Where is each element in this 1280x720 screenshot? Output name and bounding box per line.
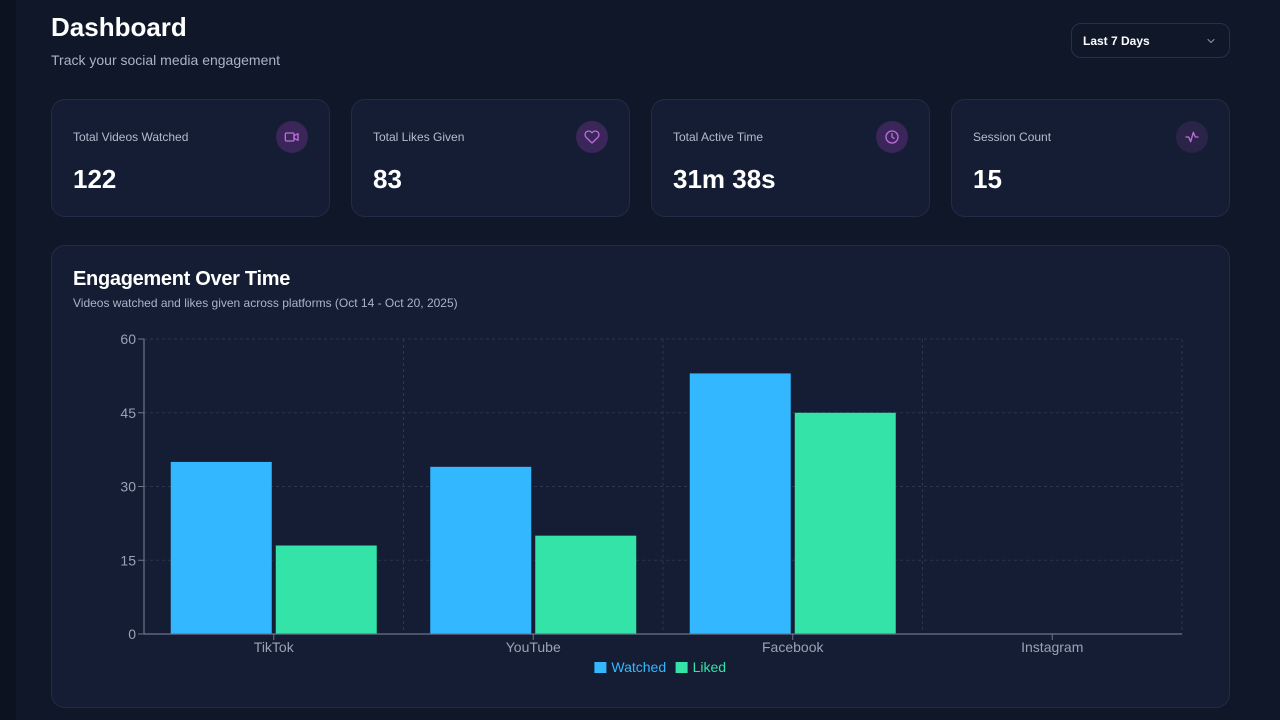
y-axis-tick-label: 60 <box>120 331 136 347</box>
date-range-selected-value: Last 7 Days <box>1083 33 1150 48</box>
stat-value: 83 <box>373 164 402 194</box>
bar-liked-facebook[interactable] <box>794 412 896 634</box>
x-axis-tick-label: TikTok <box>254 639 295 655</box>
stat-label: Total Active Time <box>673 130 764 144</box>
stat-value: 122 <box>73 164 117 194</box>
y-axis-tick-label: 45 <box>120 405 136 421</box>
bar-watched-youtube[interactable] <box>430 466 532 634</box>
x-axis-tick-label: Instagram <box>1021 639 1083 655</box>
stat-value: 15 <box>973 164 1002 194</box>
bar-watched-tiktok[interactable] <box>170 461 272 634</box>
dashboard-page: Dashboard Track your social media engage… <box>16 0 1280 720</box>
y-axis-tick-label: 0 <box>128 626 136 642</box>
date-range-select[interactable]: Last 7 Days <box>1071 23 1230 58</box>
y-axis-tick-label: 15 <box>120 552 136 568</box>
clock-icon <box>876 121 908 153</box>
x-axis-tick-label: YouTube <box>506 639 561 655</box>
legend-swatch-watched <box>594 662 607 673</box>
page-title: Dashboard <box>51 12 187 42</box>
heart-icon <box>576 121 608 153</box>
stat-card-session-count: Session Count 15 <box>951 99 1230 217</box>
x-axis-tick-label: Facebook <box>762 639 824 655</box>
stat-label: Total Videos Watched <box>73 130 189 144</box>
stat-value: 31m 38s <box>673 164 776 194</box>
page-subtitle: Track your social media engagement <box>51 52 281 68</box>
stat-card-videos-watched: Total Videos Watched 122 <box>51 99 330 217</box>
engagement-chart-card: Engagement Over Time Videos watched and … <box>51 245 1230 708</box>
stat-label: Session Count <box>973 130 1052 144</box>
chevron-down-icon <box>1207 38 1215 43</box>
bar-liked-tiktok[interactable] <box>275 545 377 635</box>
activity-icon <box>1176 121 1208 153</box>
stat-card-likes-given: Total Likes Given 83 <box>351 99 630 217</box>
bar-liked-youtube[interactable] <box>535 535 637 634</box>
stat-card-active-time: Total Active Time 31m 38s <box>651 99 930 217</box>
y-axis-tick-label: 30 <box>120 479 136 495</box>
bar-watched-facebook[interactable] <box>689 373 791 634</box>
video-icon <box>276 121 308 153</box>
engagement-bar-chart: 0 15 30 45 60 TikTok YouTube Facebook Instagram W… <box>120 331 1183 675</box>
chart-title: Engagement Over Time <box>73 268 291 290</box>
legend-swatch-liked <box>675 662 688 673</box>
chart-subtitle: Videos watched and likes given across pl… <box>73 296 458 310</box>
legend-label-watched[interactable]: Watched <box>611 659 666 675</box>
stat-label: Total Likes Given <box>373 130 465 144</box>
legend-label-liked[interactable]: Liked <box>693 659 726 675</box>
